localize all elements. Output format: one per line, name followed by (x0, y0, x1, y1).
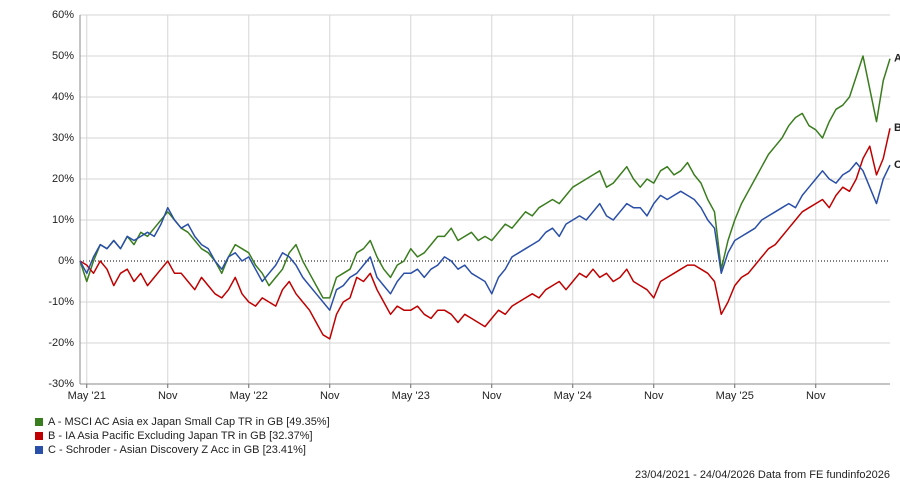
y-tick-label: 50% (52, 50, 74, 62)
x-tick-label: Nov (158, 390, 178, 402)
x-tick-label: Nov (806, 390, 826, 402)
end-label: C (894, 159, 900, 171)
y-tick-label: 20% (52, 173, 74, 185)
end-label: A (894, 53, 900, 65)
y-tick-label: -10% (48, 296, 74, 308)
legend-swatch (35, 446, 43, 454)
legend-label: A - MSCI AC Asia ex Japan Small Cap TR i… (48, 416, 330, 428)
x-tick-label: Nov (482, 390, 502, 402)
legend-swatch (35, 432, 43, 440)
y-tick-label: 30% (52, 132, 74, 144)
y-tick-label: -20% (48, 337, 74, 349)
x-tick-label: Nov (320, 390, 340, 402)
y-tick-label: 40% (52, 91, 74, 103)
legend-swatch (35, 418, 43, 426)
x-tick-label: May '23 (392, 390, 430, 402)
x-tick-label: May '24 (554, 390, 592, 402)
x-tick-label: May '25 (716, 390, 754, 402)
end-label: B (894, 122, 900, 134)
series-line (79, 55, 891, 299)
footer: 23/04/2021 - 24/04/2026 Data from FE fun… (635, 469, 890, 481)
y-tick-label: 0% (58, 255, 74, 267)
legend-label: B - IA Asia Pacific Excluding Japan TR i… (48, 430, 313, 442)
y-tick-label: 10% (52, 214, 74, 226)
x-tick-label: May '21 (68, 390, 106, 402)
y-tick-label: -30% (48, 378, 74, 390)
series-line (79, 161, 891, 311)
y-tick-label: 60% (52, 9, 74, 21)
series-line (79, 128, 891, 340)
x-tick-label: May '22 (230, 390, 268, 402)
legend-label: C - Schroder - Asian Discovery Z Acc in … (48, 444, 306, 456)
x-tick-label: Nov (644, 390, 664, 402)
